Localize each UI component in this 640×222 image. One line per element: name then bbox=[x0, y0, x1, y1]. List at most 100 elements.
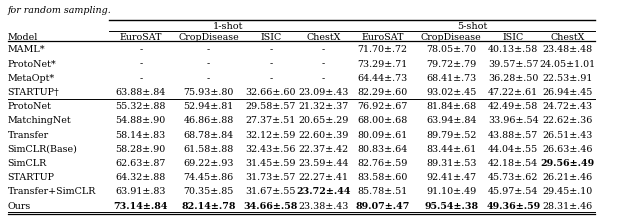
Text: -: - bbox=[269, 59, 273, 69]
Text: 34.66±.58: 34.66±.58 bbox=[244, 202, 298, 211]
Text: 71.70±.72: 71.70±.72 bbox=[357, 45, 408, 54]
Text: -: - bbox=[139, 59, 143, 69]
Text: 45.73±.62: 45.73±.62 bbox=[488, 173, 538, 182]
Text: 89.31±.53: 89.31±.53 bbox=[426, 159, 476, 168]
Text: 31.73±.57: 31.73±.57 bbox=[246, 173, 296, 182]
Text: 85.78±.51: 85.78±.51 bbox=[357, 187, 408, 196]
Text: -: - bbox=[269, 45, 273, 54]
Text: 23.72±.44: 23.72±.44 bbox=[296, 187, 351, 196]
Text: Transfer: Transfer bbox=[8, 131, 49, 140]
Text: 68.41±.73: 68.41±.73 bbox=[426, 74, 476, 83]
Text: 22.37±.42: 22.37±.42 bbox=[298, 145, 348, 154]
Text: 78.05±.70: 78.05±.70 bbox=[426, 45, 476, 54]
Text: 45.97±.54: 45.97±.54 bbox=[488, 187, 538, 196]
Text: 63.88±.84: 63.88±.84 bbox=[116, 88, 166, 97]
Text: EuroSAT: EuroSAT bbox=[361, 33, 404, 42]
Text: 83.58±.60: 83.58±.60 bbox=[357, 173, 408, 182]
Text: 70.35±.85: 70.35±.85 bbox=[184, 187, 234, 196]
Text: 82.14±.78: 82.14±.78 bbox=[181, 202, 236, 211]
Text: 43.88±.57: 43.88±.57 bbox=[488, 131, 538, 140]
Text: 75.93±.80: 75.93±.80 bbox=[184, 88, 234, 97]
Text: MAML*: MAML* bbox=[8, 45, 45, 54]
Text: -: - bbox=[207, 59, 211, 69]
Text: 61.58±.88: 61.58±.88 bbox=[184, 145, 234, 154]
Text: ChestX: ChestX bbox=[550, 33, 585, 42]
Text: 24.05±1.01: 24.05±1.01 bbox=[540, 59, 596, 69]
Text: MetaOpt*: MetaOpt* bbox=[8, 74, 55, 83]
Text: ChestX: ChestX bbox=[306, 33, 340, 42]
Text: 81.84±.68: 81.84±.68 bbox=[426, 102, 476, 111]
Text: 22.27±.41: 22.27±.41 bbox=[298, 173, 348, 182]
Text: 32.66±.60: 32.66±.60 bbox=[246, 88, 296, 97]
Text: 32.12±.59: 32.12±.59 bbox=[246, 131, 296, 140]
Text: 69.22±.93: 69.22±.93 bbox=[184, 159, 234, 168]
Text: 52.94±.81: 52.94±.81 bbox=[184, 102, 234, 111]
Text: 39.57±.57: 39.57±.57 bbox=[488, 59, 538, 69]
Text: 33.96±.54: 33.96±.54 bbox=[488, 116, 539, 125]
Text: 27.37±.51: 27.37±.51 bbox=[246, 116, 296, 125]
Text: ISIC: ISIC bbox=[502, 33, 524, 42]
Text: 23.38±.43: 23.38±.43 bbox=[298, 202, 348, 211]
Text: 95.54±.38: 95.54±.38 bbox=[424, 202, 478, 211]
Text: -: - bbox=[207, 45, 211, 54]
Text: Ours: Ours bbox=[8, 202, 31, 211]
Text: 26.21±.46: 26.21±.46 bbox=[543, 173, 593, 182]
Text: 1-shot: 1-shot bbox=[213, 22, 243, 31]
Text: ISIC: ISIC bbox=[260, 33, 282, 42]
Text: 42.18±.54: 42.18±.54 bbox=[488, 159, 538, 168]
Text: 93.02±.45: 93.02±.45 bbox=[426, 88, 476, 97]
Text: 68.78±.84: 68.78±.84 bbox=[184, 131, 234, 140]
Text: 5-shot: 5-shot bbox=[457, 22, 487, 31]
Text: for random sampling.: for random sampling. bbox=[8, 6, 111, 15]
Text: 63.91±.83: 63.91±.83 bbox=[116, 187, 166, 196]
Text: 58.28±.90: 58.28±.90 bbox=[116, 145, 166, 154]
Text: EuroSAT: EuroSAT bbox=[120, 33, 162, 42]
Text: 23.09±.43: 23.09±.43 bbox=[298, 88, 348, 97]
Text: 49.36±.59: 49.36±.59 bbox=[486, 202, 540, 211]
Text: 20.65±.29: 20.65±.29 bbox=[298, 116, 348, 125]
Text: -: - bbox=[321, 59, 325, 69]
Text: 26.94±.45: 26.94±.45 bbox=[543, 88, 593, 97]
Text: 80.83±.64: 80.83±.64 bbox=[357, 145, 408, 154]
Text: 64.44±.73: 64.44±.73 bbox=[357, 74, 408, 83]
Text: 55.32±.88: 55.32±.88 bbox=[116, 102, 166, 111]
Text: 29.58±.57: 29.58±.57 bbox=[246, 102, 296, 111]
Text: 58.14±.83: 58.14±.83 bbox=[116, 131, 166, 140]
Text: 24.72±.43: 24.72±.43 bbox=[543, 102, 593, 111]
Text: -: - bbox=[139, 45, 143, 54]
Text: 80.09±.61: 80.09±.61 bbox=[357, 131, 408, 140]
Text: 28.31±.46: 28.31±.46 bbox=[543, 202, 593, 211]
Text: 29.45±.10: 29.45±.10 bbox=[543, 187, 593, 196]
Text: 82.29±.60: 82.29±.60 bbox=[357, 88, 408, 97]
Text: 82.76±.59: 82.76±.59 bbox=[357, 159, 408, 168]
Text: ProtoNet: ProtoNet bbox=[8, 102, 52, 111]
Text: 31.45±.59: 31.45±.59 bbox=[246, 159, 296, 168]
Text: 68.00±.68: 68.00±.68 bbox=[357, 116, 408, 125]
Text: 79.72±.79: 79.72±.79 bbox=[426, 59, 476, 69]
Text: 40.13±.58: 40.13±.58 bbox=[488, 45, 538, 54]
Text: ProtoNet*: ProtoNet* bbox=[8, 59, 56, 69]
Text: 21.32±.37: 21.32±.37 bbox=[298, 102, 348, 111]
Text: 22.60±.39: 22.60±.39 bbox=[298, 131, 348, 140]
Text: 47.22±.61: 47.22±.61 bbox=[488, 88, 538, 97]
Text: 92.41±.47: 92.41±.47 bbox=[426, 173, 476, 182]
Text: 29.56±.49: 29.56±.49 bbox=[541, 159, 595, 168]
Text: 31.67±.55: 31.67±.55 bbox=[246, 187, 296, 196]
Text: 74.45±.86: 74.45±.86 bbox=[184, 173, 234, 182]
Text: Model: Model bbox=[8, 33, 38, 42]
Text: 83.44±.61: 83.44±.61 bbox=[426, 145, 476, 154]
Text: -: - bbox=[321, 45, 325, 54]
Text: 44.04±.55: 44.04±.55 bbox=[488, 145, 538, 154]
Text: 73.14±.84: 73.14±.84 bbox=[113, 202, 168, 211]
Text: 76.92±.67: 76.92±.67 bbox=[357, 102, 408, 111]
Text: Transfer+SimCLR: Transfer+SimCLR bbox=[8, 187, 96, 196]
Text: SimCLR(Base): SimCLR(Base) bbox=[8, 145, 77, 154]
Text: -: - bbox=[139, 74, 143, 83]
Text: 22.53±.91: 22.53±.91 bbox=[543, 74, 593, 83]
Text: 42.49±.58: 42.49±.58 bbox=[488, 102, 538, 111]
Text: 26.51±.43: 26.51±.43 bbox=[543, 131, 593, 140]
Text: 46.86±.88: 46.86±.88 bbox=[184, 116, 234, 125]
Text: -: - bbox=[269, 74, 273, 83]
Text: 91.10±.49: 91.10±.49 bbox=[426, 187, 476, 196]
Text: 64.32±.88: 64.32±.88 bbox=[116, 173, 166, 182]
